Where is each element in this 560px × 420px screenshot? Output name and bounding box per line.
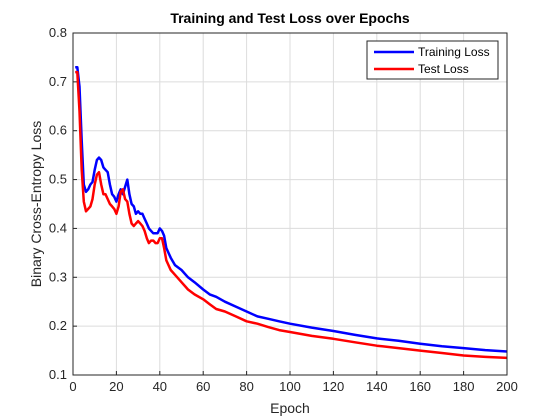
series-line-training-loss (75, 65, 508, 353)
x-tick-label: 20 (109, 379, 123, 394)
y-tick-label: 0.2 (49, 318, 67, 333)
x-tick-label: 60 (196, 379, 210, 394)
x-tick-label: 0 (69, 379, 76, 394)
chart-title: Training and Test Loss over Epochs (170, 10, 410, 26)
y-tick-label: 0.5 (49, 172, 67, 187)
x-tick-label: 160 (409, 379, 431, 394)
x-tick-label: 200 (496, 379, 518, 394)
legend-label-test-loss: Test Loss (418, 62, 469, 76)
y-tick-label: 0.1 (49, 367, 67, 382)
y-tick-label: 0.6 (49, 123, 67, 138)
x-tick-label: 100 (279, 379, 301, 394)
x-tick-label: 180 (453, 379, 475, 394)
series-line-test-loss (75, 70, 508, 360)
series-layer (75, 65, 508, 360)
legend-box (366, 40, 499, 80)
y-axis-label: Binary Cross-Entropy Loss (28, 121, 44, 288)
axis-ticks: 0 20 40 60 80 100 120 140 160 180 200 0.1 0.2 0.3 0.4 0… (49, 25, 518, 394)
y-tick-label: 0.7 (49, 74, 67, 89)
x-tick-label: 140 (366, 379, 388, 394)
y-tick-label: 0.8 (49, 25, 67, 40)
x-axis-label: Epoch (270, 400, 310, 416)
y-tick-label: 0.3 (49, 269, 67, 284)
x-tick-label: 40 (153, 379, 167, 394)
y-tick-label: 0.4 (49, 220, 67, 235)
plot-border (72, 32, 508, 376)
x-tick-label: 80 (239, 379, 253, 394)
legend: Training Loss Test Loss (366, 40, 499, 80)
x-tick-label: 120 (323, 379, 345, 394)
legend-label-training-loss: Training Loss (418, 45, 490, 59)
